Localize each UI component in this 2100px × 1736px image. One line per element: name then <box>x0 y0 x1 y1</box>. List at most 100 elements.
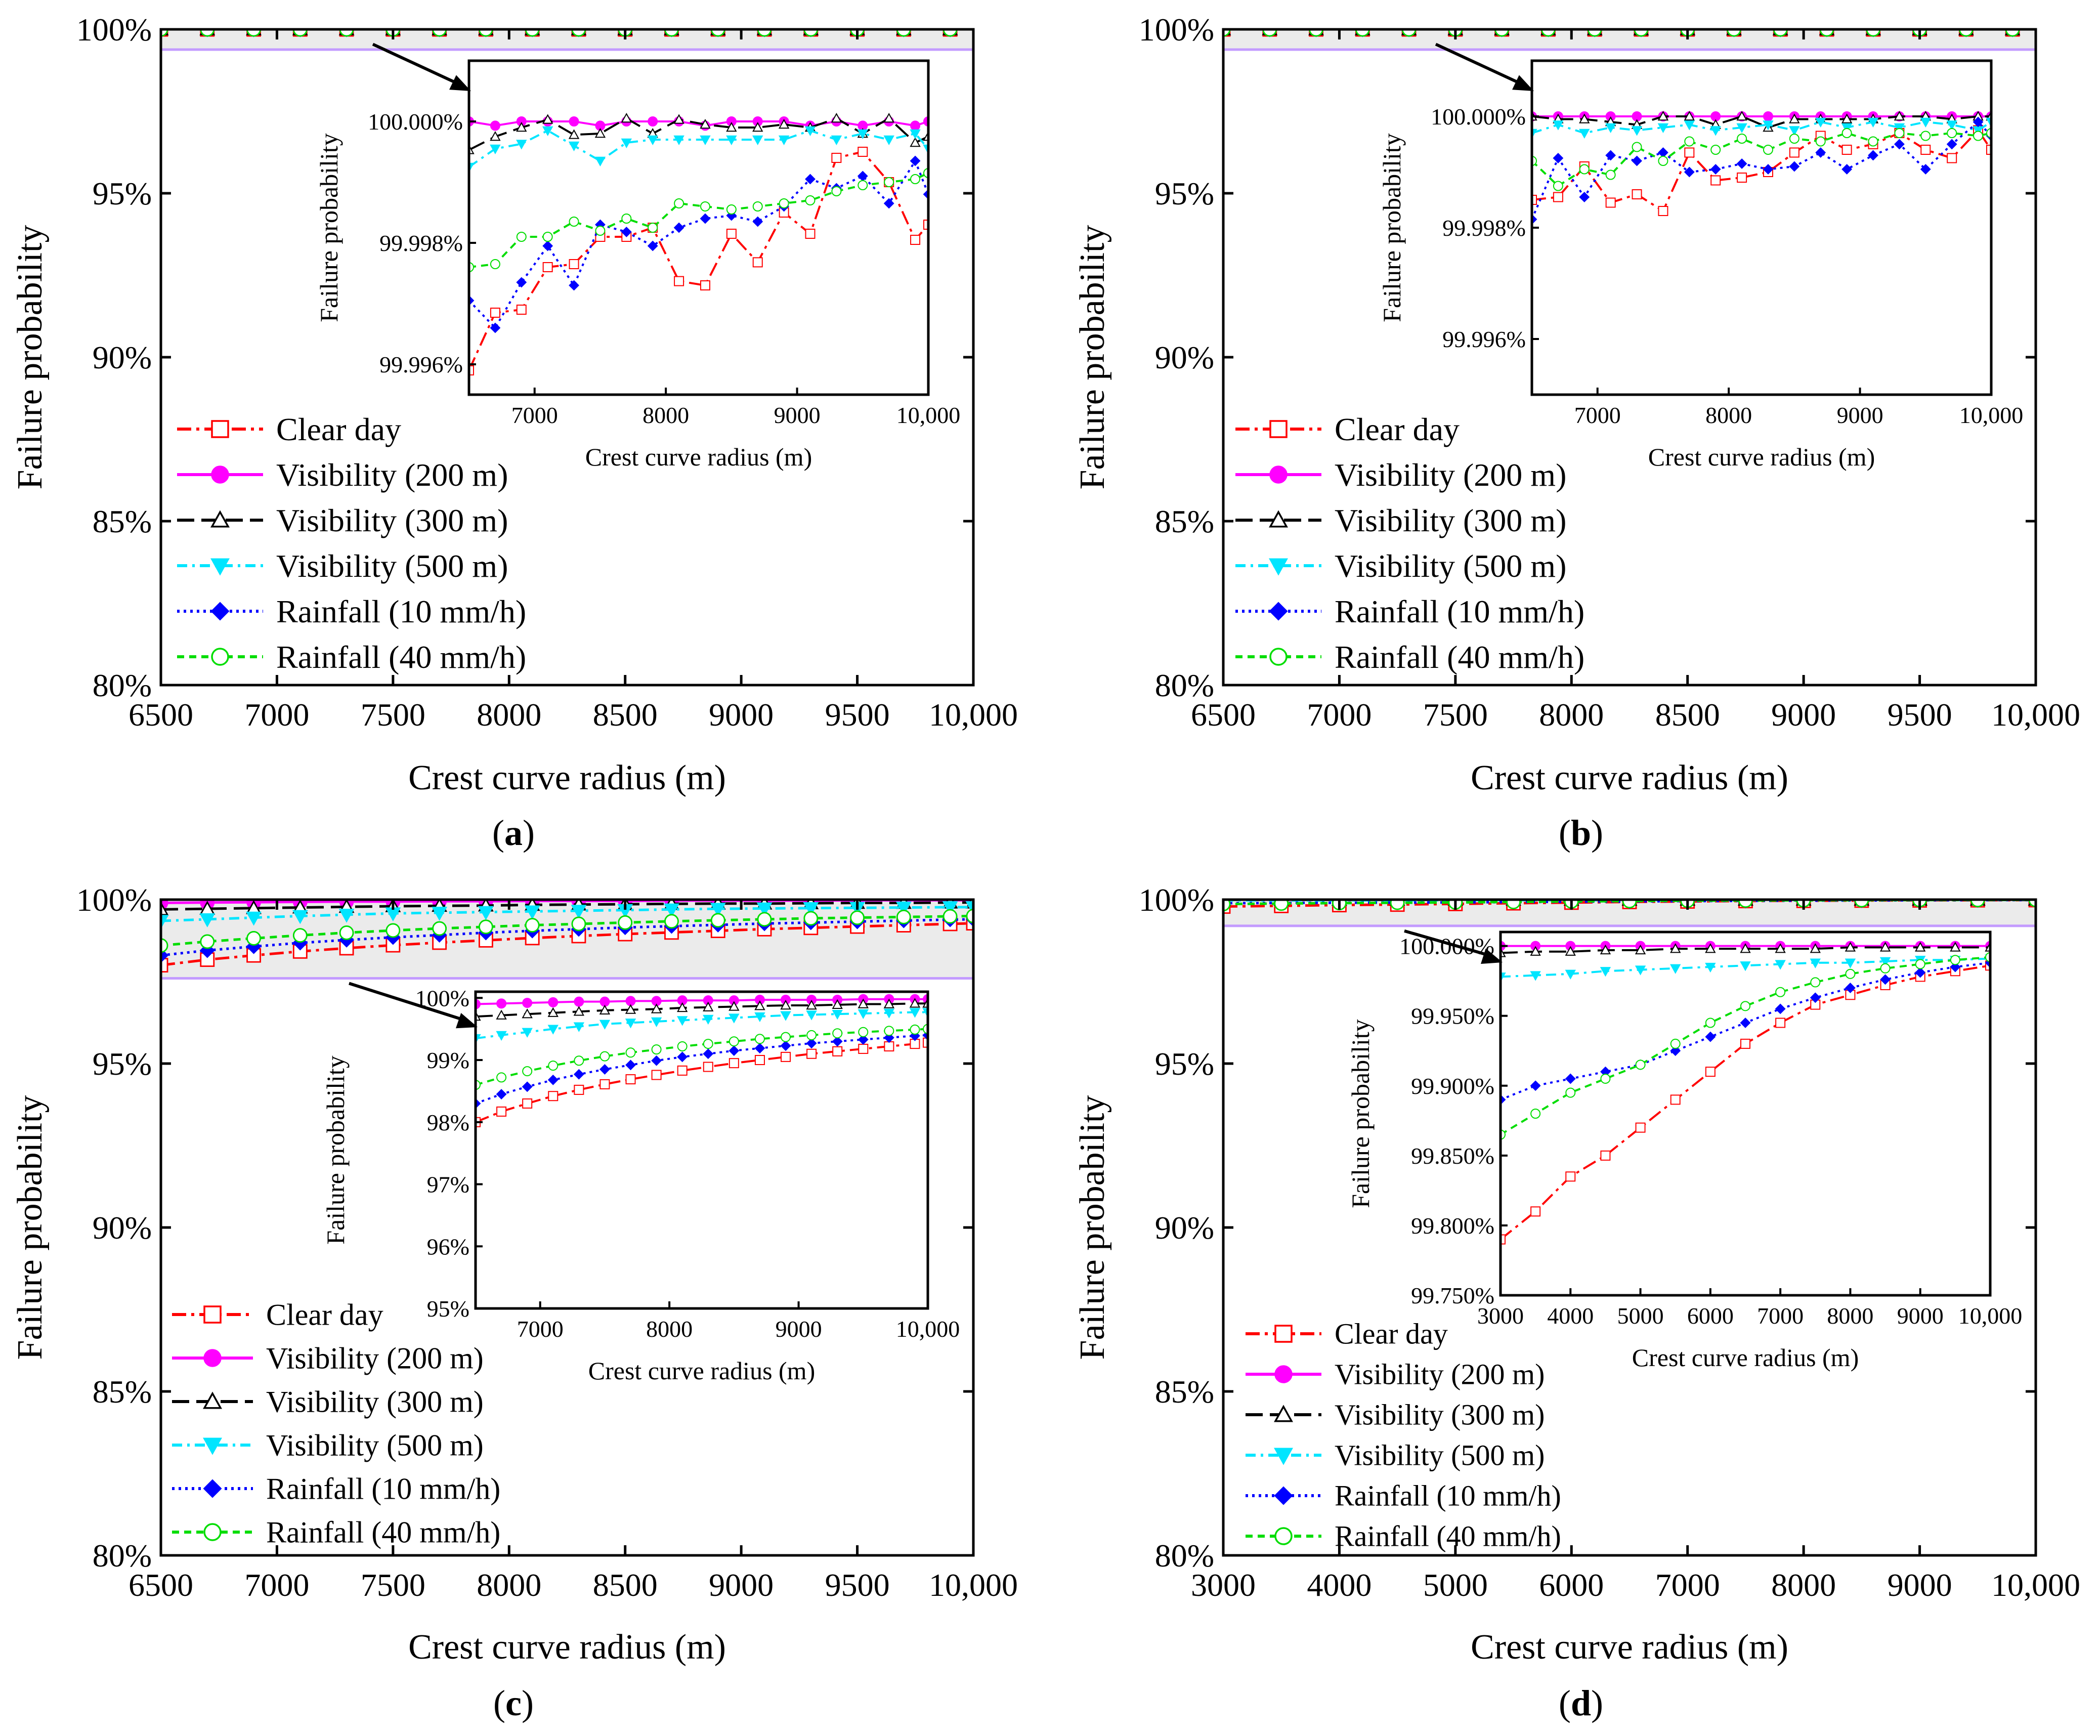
point-rainfall-40-mm-h <box>571 916 586 931</box>
point-rainfall-40-mm-h <box>754 1034 765 1044</box>
point-rainfall-10-mm-h <box>1684 166 1695 178</box>
inset-x-axis-title: Crest curve radius (m) <box>585 443 812 471</box>
zoom-arrow-head <box>1481 948 1503 964</box>
x-tick-label: 8500 <box>593 697 658 733</box>
legend-label: Rainfall (10 mm/h) <box>276 594 526 629</box>
x-tick-label: 9000 <box>709 697 774 733</box>
point-visibility-300-m <box>883 998 895 1008</box>
legend-marker <box>203 1523 222 1541</box>
point-clear-day <box>1600 1150 1611 1161</box>
point-rainfall-40-mm-h <box>161 938 168 953</box>
point-visibility-500-m <box>664 903 679 918</box>
point-rainfall-40-mm-h <box>1950 955 1960 965</box>
inset-x-tick-label: 10,000 <box>1959 402 2024 428</box>
point-clear-day <box>385 938 401 953</box>
legend-marker <box>1269 465 1288 484</box>
point-rainfall-40-mm-h <box>1880 963 1891 973</box>
point-rainfall-40-mm-h <box>1579 164 1590 175</box>
point-rainfall-10-mm-h <box>1579 192 1590 202</box>
point-rainfall-40-mm-h <box>1763 145 1773 155</box>
x-tick-label: 7000 <box>244 697 309 733</box>
point-visibility-500-m <box>1553 120 1564 131</box>
legend-item-visibility-300-m: Visibility (300 m) <box>177 502 508 538</box>
inset: 7000 8000 9000 10,000 99.996% 99.998% 100.000%… <box>1378 59 2024 471</box>
point-rainfall-10-mm-h <box>1705 1031 1716 1042</box>
point-visibility-300-m <box>831 112 842 123</box>
point-clear-day <box>625 1074 636 1085</box>
legend-item-visibility-300-m: Visibility (300 m) <box>172 1385 484 1418</box>
legend-marker <box>1274 1448 1293 1465</box>
point-clear-day <box>858 1043 869 1054</box>
point-visibility-500-m <box>965 901 973 915</box>
point-visibility-500-m <box>673 135 684 146</box>
legend-label: Visibility (300 m) <box>1335 1399 1545 1431</box>
point-clear-day <box>884 1041 894 1052</box>
point-visibility-500-m <box>599 1020 611 1030</box>
point-visibility-300-m <box>542 114 553 124</box>
point-visibility-500-m <box>883 135 894 146</box>
x-axis-title: Crest curve radius (m) <box>1471 1628 1788 1667</box>
legend-label: Rainfall (40 mm/h) <box>266 1515 500 1549</box>
point-clear-day <box>1710 175 1721 186</box>
point-rainfall-10-mm-h <box>1868 150 1878 161</box>
legend-label: Rainfall (40 mm/h) <box>1335 1520 1561 1553</box>
point-visibility-500-m <box>858 1009 869 1020</box>
point-rainfall-40-mm-h <box>832 1028 843 1039</box>
inset-x-tick-label: 8000 <box>1827 1303 1873 1329</box>
legend-label: Rainfall (10 mm/h) <box>1335 1479 1561 1512</box>
legend-marker <box>210 510 230 528</box>
legend-label: Visibility (200 m) <box>276 457 508 493</box>
point-rainfall-40-mm-h <box>896 909 911 924</box>
point-visibility-500-m <box>524 905 540 920</box>
point-visibility-500-m <box>1789 126 1800 136</box>
point-visibility-500-m <box>910 129 921 140</box>
point-visibility-500-m <box>778 135 790 146</box>
legend-marker <box>1269 602 1288 621</box>
point-rainfall-40-mm-h <box>884 177 894 187</box>
point-visibility-300-m <box>621 112 632 123</box>
point-rainfall-10-mm-h <box>883 1032 894 1043</box>
panel-c: 6500 7000 7500 8000 8500 9000 9500 10,000 80% 85%… <box>11 882 1018 1723</box>
inset-x-tick-label: 8000 <box>646 1316 693 1342</box>
point-visibility-300-m <box>806 999 817 1010</box>
y-tick-label: 100% <box>1139 12 1214 48</box>
point-rainfall-10-mm-h <box>910 155 921 166</box>
point-rainfall-10-mm-h <box>647 240 658 251</box>
point-visibility-500-m <box>199 913 216 927</box>
x-tick-label: 8500 <box>1655 697 1720 733</box>
point-visibility-500-m <box>573 1022 585 1032</box>
point-visibility-300-m <box>1841 113 1853 123</box>
point-rainfall-10-mm-h <box>651 1055 662 1066</box>
y-tick-label: 85% <box>1155 1374 1214 1410</box>
point-clear-day <box>1684 147 1695 158</box>
point-visibility-300-m <box>594 128 606 138</box>
point-rainfall-40-mm-h <box>1915 959 1925 969</box>
point-rainfall-40-mm-h <box>806 1030 817 1040</box>
legend: Clear day Visibility (200 m) Visibility (3… <box>177 411 526 675</box>
point-visibility-500-m <box>1605 123 1616 134</box>
point-rainfall-10-mm-h <box>1553 153 1564 163</box>
legend-item-visibility-500-m: Visibility (500 m) <box>1246 1439 1545 1472</box>
legend-marker <box>1274 1486 1293 1505</box>
legend-item-rainfall-10-mm-h: Rainfall (10 mm/h) <box>1246 1479 1561 1512</box>
legend-item-visibility-300-m: Visibility (300 m) <box>1235 502 1566 538</box>
point-visibility-500-m <box>1763 120 1774 131</box>
legend-marker <box>203 1391 222 1409</box>
point-clear-day <box>1986 145 1991 155</box>
point-rainfall-10-mm-h <box>1763 164 1774 175</box>
legend-marker <box>210 602 230 621</box>
point-rainfall-10-mm-h <box>780 1040 791 1051</box>
caption-letter: a <box>504 813 523 853</box>
x-tick-label: 4000 <box>1307 1567 1372 1603</box>
caption-paren-close: ) <box>522 1683 534 1723</box>
caption-letter: d <box>1571 1683 1591 1723</box>
x-tick-label: 7000 <box>244 1567 309 1603</box>
point-clear-day <box>569 259 579 269</box>
point-visibility-500-m <box>161 915 169 929</box>
legend-label: Clear day <box>1335 411 1460 447</box>
legend-item-visibility-200-m: Visibility (200 m) <box>1246 1358 1545 1391</box>
point-clear-day <box>1705 1067 1716 1077</box>
inset-y-axis-title: Failure probability <box>1346 1019 1375 1208</box>
caption-paren-open: ( <box>493 1683 505 1723</box>
legend-label: Visibility (200 m) <box>1335 457 1566 493</box>
